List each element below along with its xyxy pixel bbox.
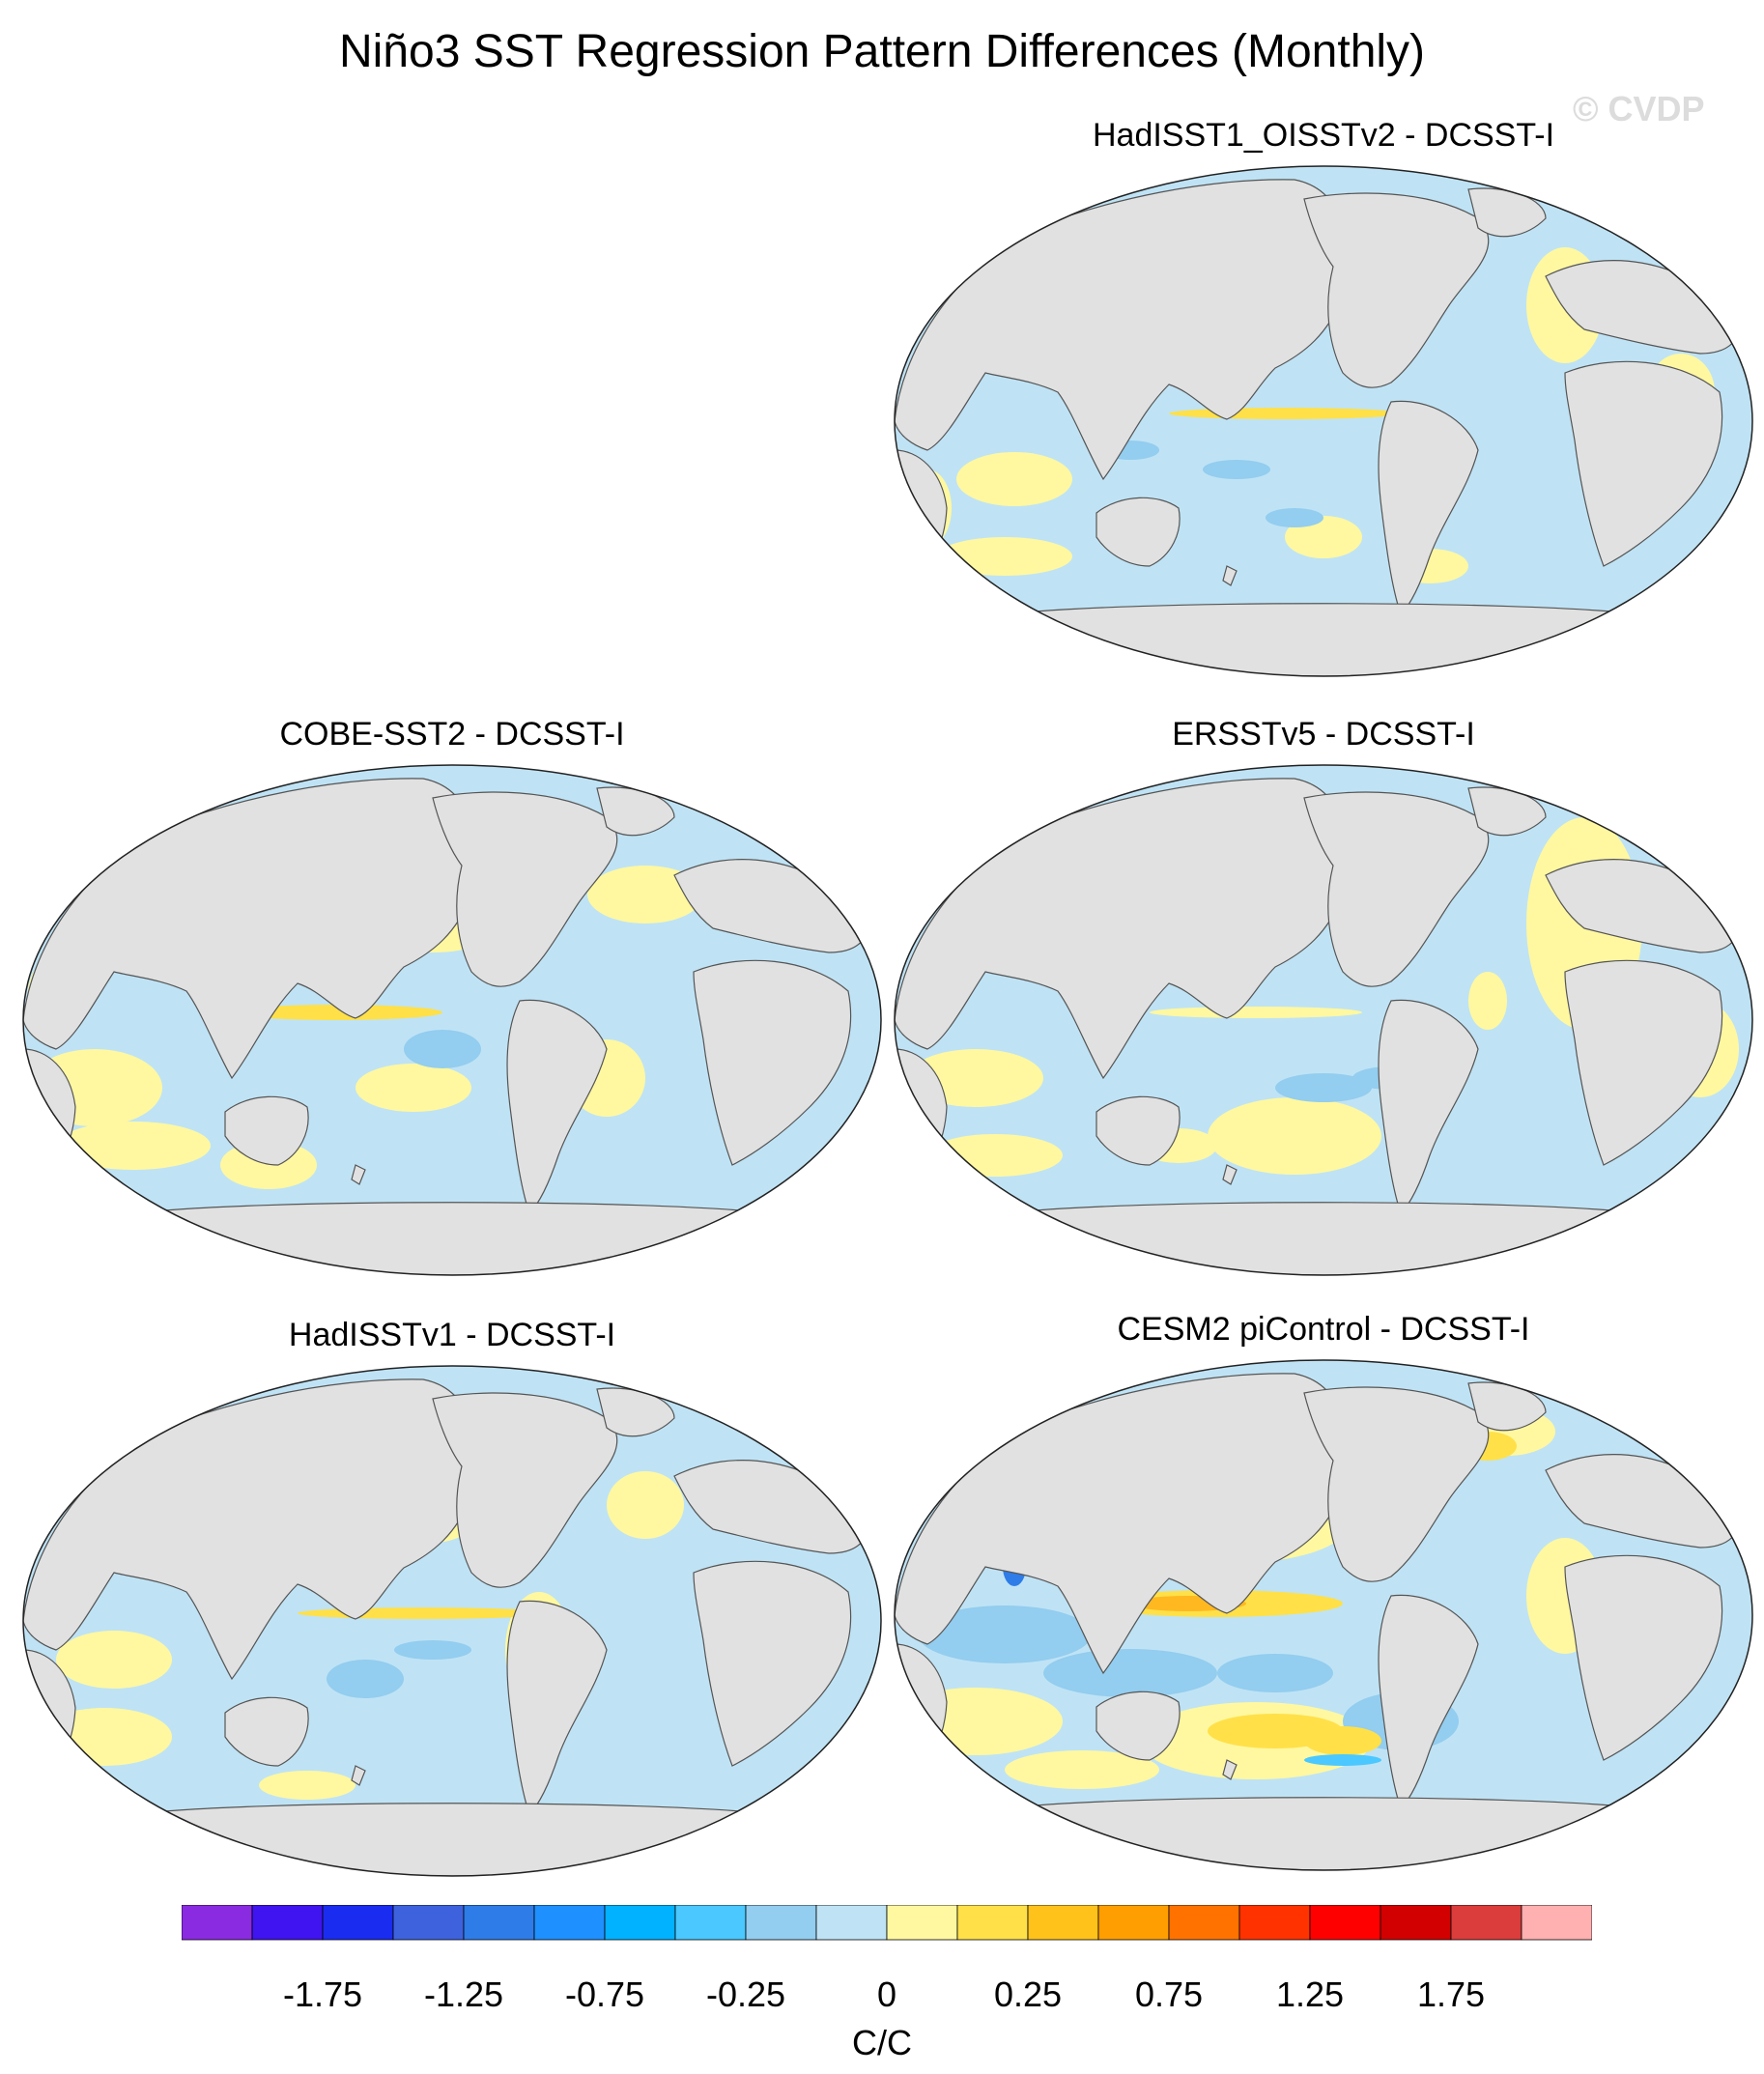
colorbar-bin bbox=[1380, 1905, 1452, 1941]
colorbar-bin bbox=[956, 1905, 1029, 1941]
colorbar-bin bbox=[251, 1905, 324, 1941]
colorbar-bin bbox=[604, 1905, 676, 1941]
colorbar-bin bbox=[322, 1905, 394, 1941]
panel-title: ERSSTv5 - DCSST-I bbox=[1172, 716, 1475, 753]
colorbar-bin bbox=[1521, 1905, 1592, 1941]
colorbar-bin bbox=[674, 1905, 747, 1941]
cvdp-watermark: © CVDP bbox=[1573, 89, 1705, 128]
colorbar-bin bbox=[1027, 1905, 1099, 1941]
figure-title: Niño3 SST Regression Pattern Differences… bbox=[338, 26, 1426, 77]
colorbar-tick-label: 0 bbox=[876, 1975, 897, 2014]
panel-title: HadISST1_OISSTv2 - DCSST-I bbox=[1092, 117, 1555, 154]
colorbar-tick-label: 0.25 bbox=[993, 1975, 1063, 2014]
colorbar-bin bbox=[1097, 1905, 1170, 1941]
colorbar-bin bbox=[745, 1905, 817, 1941]
map-hadisstv1 bbox=[22, 1365, 882, 1877]
colorbar-bin bbox=[182, 1905, 253, 1941]
continents bbox=[895, 1373, 1741, 1870]
panel-ersstv5: ERSSTv5 - DCSST-I bbox=[889, 715, 1758, 1276]
colorbar-bin bbox=[886, 1905, 958, 1941]
colorbar-bin bbox=[815, 1905, 888, 1941]
map-border bbox=[22, 764, 882, 1276]
colorbar-bin bbox=[463, 1905, 535, 1941]
map-hadisst1-oisstv2 bbox=[894, 165, 1753, 677]
map-cesm2-picontrol bbox=[894, 1359, 1753, 1871]
panel-title: HadISSTv1 - DCSST-I bbox=[288, 1317, 616, 1353]
continents bbox=[895, 778, 1741, 1275]
colorbar-tick-label: -1.75 bbox=[282, 1975, 363, 2014]
panel-hadisstv1: HadISSTv1 - DCSST-I bbox=[17, 1316, 887, 1877]
colorbar-tick-label: -1.25 bbox=[423, 1975, 504, 2014]
ocean-field bbox=[23, 1366, 881, 1876]
map-border bbox=[894, 165, 1753, 677]
panel-cobe-sst2: COBE-SST2 - DCSST-I bbox=[17, 715, 887, 1276]
ocean-field bbox=[895, 765, 1752, 1275]
ocean-field bbox=[895, 166, 1752, 676]
map-border bbox=[22, 1365, 882, 1877]
colorbar-bin bbox=[1450, 1905, 1522, 1941]
ocean-field bbox=[895, 1360, 1752, 1870]
colorbar-tick-label: 1.25 bbox=[1275, 1975, 1345, 2014]
map-ersstv5 bbox=[894, 764, 1753, 1276]
map-border bbox=[894, 1359, 1753, 1871]
map-cobe-sst2 bbox=[22, 764, 882, 1276]
colorbar-unit-label: C/C bbox=[852, 2023, 912, 2062]
colorbar-bin bbox=[1238, 1905, 1311, 1941]
colorbar-bin bbox=[392, 1905, 465, 1941]
colorbar-tick-label: -0.75 bbox=[564, 1975, 645, 2014]
colorbar-tick-label: 1.75 bbox=[1416, 1975, 1486, 2014]
colorbar bbox=[182, 1905, 1592, 1941]
colorbar-tick-label: -0.25 bbox=[705, 1975, 786, 2014]
colorbar-bin bbox=[1309, 1905, 1381, 1941]
colorbar-bin bbox=[1168, 1905, 1240, 1941]
panel-hadisst1-oisstv2: HadISST1_OISSTv2 - DCSST-I bbox=[889, 116, 1758, 677]
colorbar-bin bbox=[533, 1905, 606, 1941]
ocean-field bbox=[23, 765, 881, 1275]
colorbar-tick-label: 0.75 bbox=[1134, 1975, 1204, 2014]
panel-cesm2-picontrol: CESM2 piControl - DCSST-I bbox=[889, 1310, 1758, 1871]
panel-title: CESM2 piControl - DCSST-I bbox=[1117, 1311, 1530, 1348]
panel-title: COBE-SST2 - DCSST-I bbox=[279, 716, 625, 753]
map-border bbox=[894, 764, 1753, 1276]
